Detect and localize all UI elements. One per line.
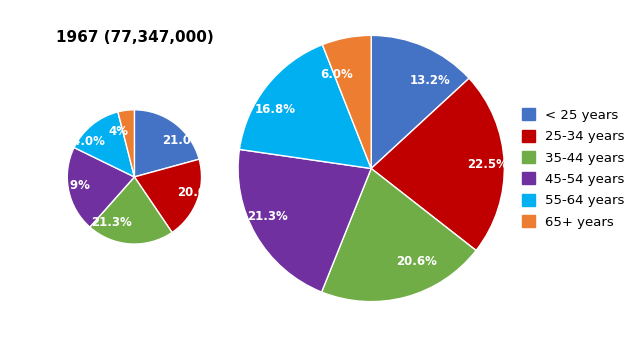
Wedge shape xyxy=(323,35,371,168)
Title: 1967 (77,347,000): 1967 (77,347,000) xyxy=(56,30,213,45)
Wedge shape xyxy=(322,168,476,302)
Wedge shape xyxy=(134,159,202,233)
Wedge shape xyxy=(118,110,134,177)
Wedge shape xyxy=(238,149,371,292)
Text: 13.2%: 13.2% xyxy=(410,74,451,87)
Text: 20.0%: 20.0% xyxy=(177,186,218,199)
Wedge shape xyxy=(74,112,134,177)
Wedge shape xyxy=(67,148,134,227)
Text: 6.0%: 6.0% xyxy=(321,68,353,81)
Wedge shape xyxy=(239,45,371,168)
Text: 20.9%: 20.9% xyxy=(49,179,90,192)
Text: 22.5%: 22.5% xyxy=(467,158,508,171)
Text: 21.3%: 21.3% xyxy=(248,210,288,223)
Wedge shape xyxy=(90,177,172,244)
Wedge shape xyxy=(134,110,199,177)
Text: 21.3%: 21.3% xyxy=(91,216,131,229)
Text: 21.0%: 21.0% xyxy=(162,134,203,147)
Text: 14.0%: 14.0% xyxy=(65,135,106,148)
Text: 20.6%: 20.6% xyxy=(396,254,437,268)
Legend: < 25 years, 25-34 years, 35-44 years, 45-54 years, 55-64 years, 65+ years: < 25 years, 25-34 years, 35-44 years, 45… xyxy=(516,103,630,234)
Wedge shape xyxy=(371,35,469,168)
Wedge shape xyxy=(371,78,504,250)
Text: 4%: 4% xyxy=(109,125,129,138)
Text: 16.8%: 16.8% xyxy=(255,102,296,116)
